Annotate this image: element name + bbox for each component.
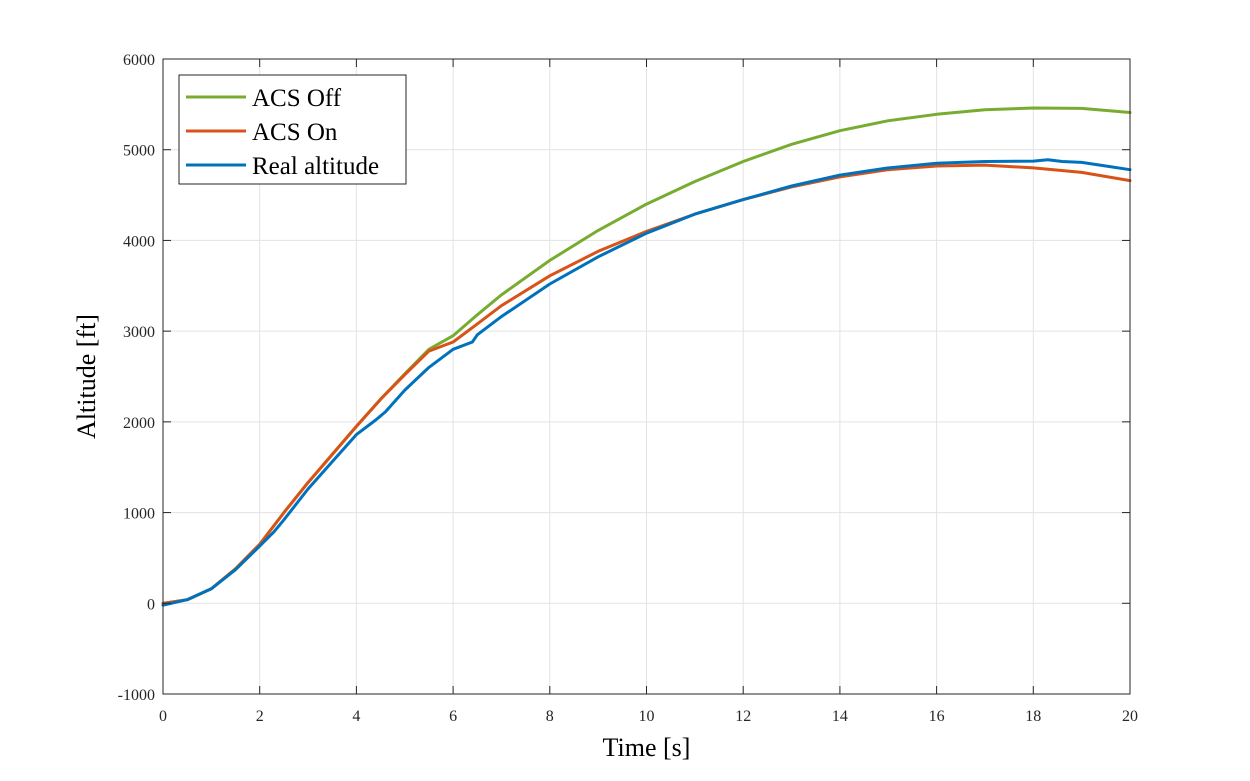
y-tick-label: 6000 [123, 52, 155, 69]
y-tick-label: 2000 [123, 415, 155, 432]
legend-label-acs-off: ACS Off [252, 85, 342, 112]
y-tick-label: -1000 [118, 687, 155, 704]
x-tick-label: 10 [639, 708, 655, 725]
x-tick-label: 16 [929, 708, 945, 725]
x-tick-label: 12 [735, 708, 751, 725]
y-tick-label: 4000 [123, 233, 155, 250]
y-tick-label: 3000 [123, 324, 155, 341]
y-tick-label: 5000 [123, 143, 155, 160]
legend-label-real-altitude: Real altitude [252, 153, 379, 180]
series-lines [161, 106, 1132, 607]
x-tick-label: 2 [256, 708, 264, 725]
axis-ticks: 0 2 4 6 8 10 12 14 16 18 20-1000010002000300040005… [118, 52, 1138, 725]
legend: ACS Off ACS On Real altitude [178, 74, 407, 185]
series-line-acs-on [161, 163, 1132, 605]
x-tick-label: 0 [159, 708, 167, 725]
x-tick-label: 18 [1025, 708, 1041, 725]
x-tick-label: 14 [832, 708, 848, 725]
legend-label-acs-on: ACS On [252, 119, 338, 146]
y-tick-label: 0 [147, 596, 155, 613]
series-line-real-altitude [161, 158, 1132, 607]
x-tick-label: 8 [546, 708, 554, 725]
x-axis-title: Time [s] [603, 733, 691, 762]
x-tick-label: 4 [352, 708, 360, 725]
y-axis-title: Altitude [ft] [72, 314, 101, 439]
x-tick-label: 20 [1122, 708, 1138, 725]
y-tick-label: 1000 [123, 506, 155, 523]
x-tick-label: 6 [449, 708, 457, 725]
